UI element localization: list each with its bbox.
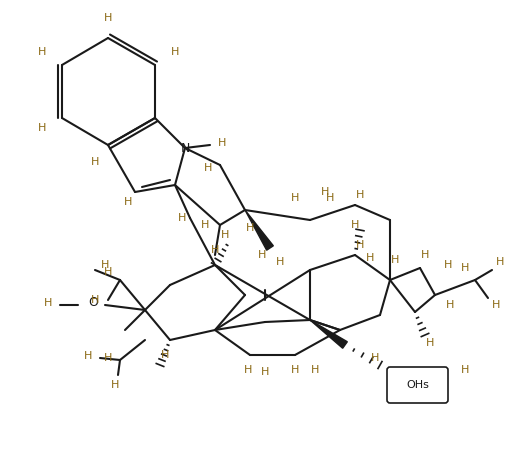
Text: H: H [101,260,109,270]
Text: H: H [496,257,504,267]
Text: H: H [446,300,454,310]
Text: H: H [221,230,229,240]
Text: N: N [180,141,190,154]
Text: H: H [291,193,299,203]
Text: H: H [171,47,179,57]
Text: H: H [326,193,334,203]
Text: H: H [104,13,112,23]
Text: H: H [311,365,319,375]
Text: H: H [461,263,469,273]
Text: H: H [201,220,209,230]
Text: H: H [111,380,119,390]
Text: H: H [444,260,452,270]
Text: H: H [261,367,269,377]
Text: H: H [426,338,434,348]
Text: H: H [492,300,500,310]
Text: H: H [246,223,254,233]
Text: H: H [91,295,99,305]
Text: H: H [124,197,132,207]
Text: H: H [421,250,429,260]
Text: H: H [276,257,284,267]
Text: H: H [91,157,99,167]
Text: H: H [371,353,379,363]
Text: H: H [258,250,266,260]
FancyBboxPatch shape [387,367,448,403]
Text: H: H [211,245,219,255]
Text: H: H [356,240,364,250]
Text: H: H [461,365,469,375]
Text: H: H [366,253,374,263]
Text: H: H [356,190,364,200]
Text: H: H [178,213,186,223]
Text: H: H [291,365,299,375]
Text: H: H [391,255,399,265]
Text: H: H [161,350,169,360]
Text: H: H [218,138,226,148]
Text: H: H [244,365,252,375]
Text: H: H [351,220,359,230]
Text: H: H [84,351,92,361]
Text: H: H [44,298,52,308]
Polygon shape [245,210,274,250]
Polygon shape [310,320,348,348]
Text: H: H [104,267,112,277]
Text: H: H [321,187,329,197]
Text: H: H [204,163,212,173]
Text: H: H [38,47,46,57]
Text: O: O [88,297,98,310]
Text: OHs: OHs [407,380,429,390]
Text: H: H [104,353,112,363]
Text: H: H [38,123,46,133]
